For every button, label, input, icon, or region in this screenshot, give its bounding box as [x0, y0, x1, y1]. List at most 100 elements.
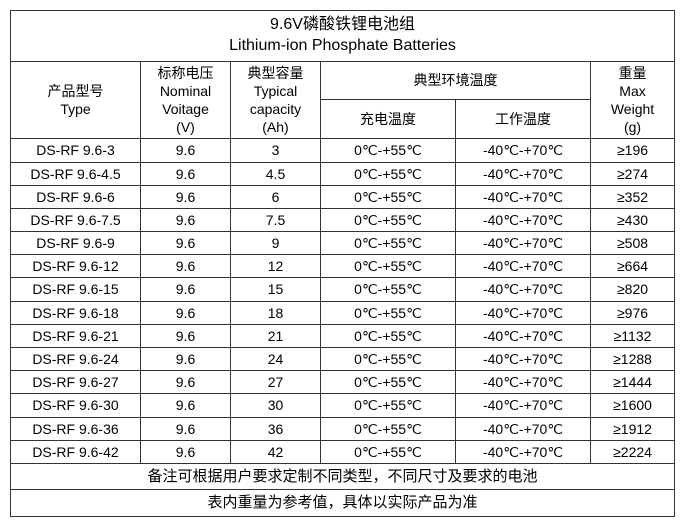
cell-w: ≥1600 — [591, 394, 675, 417]
cell-type: DS-RF 9.6-15 — [11, 278, 141, 301]
cell-v: 9.6 — [141, 185, 231, 208]
cell-ah: 7.5 — [231, 208, 321, 231]
cell-v: 9.6 — [141, 208, 231, 231]
hdr-type-en: Type — [60, 101, 90, 117]
table-row: DS-RF 9.6-69.660℃-+55℃-40℃-+70℃≥352 — [11, 185, 675, 208]
hdr-weight-unit: (g) — [624, 119, 641, 135]
cell-type: DS-RF 9.6-12 — [11, 255, 141, 278]
hdr-cap-en1: Typical — [254, 83, 298, 99]
cell-ct: 0℃-+55℃ — [321, 394, 456, 417]
cell-ct: 0℃-+55℃ — [321, 348, 456, 371]
cell-w: ≥196 — [591, 139, 675, 162]
table-row: DS-RF 9.6-249.6240℃-+55℃-40℃-+70℃≥1288 — [11, 348, 675, 371]
hdr-cap-unit: (Ah) — [262, 119, 288, 135]
cell-ct: 0℃-+55℃ — [321, 417, 456, 440]
cell-ct: 0℃-+55℃ — [321, 208, 456, 231]
hdr-work-temp: 工作温度 — [456, 100, 591, 139]
cell-type: DS-RF 9.6-3 — [11, 139, 141, 162]
cell-ct: 0℃-+55℃ — [321, 255, 456, 278]
cell-wt: -40℃-+70℃ — [456, 440, 591, 463]
table-row: DS-RF 9.6-309.6300℃-+55℃-40℃-+70℃≥1600 — [11, 394, 675, 417]
cell-v: 9.6 — [141, 371, 231, 394]
cell-ct: 0℃-+55℃ — [321, 440, 456, 463]
cell-w: ≥1132 — [591, 324, 675, 347]
hdr-volt-en1: Nominal — [160, 83, 211, 99]
table-row: DS-RF 9.6-39.630℃-+55℃-40℃-+70℃≥196 — [11, 139, 675, 162]
cell-ah: 4.5 — [231, 162, 321, 185]
cell-v: 9.6 — [141, 139, 231, 162]
hdr-weight-en1: Max — [619, 83, 645, 99]
cell-ah: 6 — [231, 185, 321, 208]
hdr-volt-zh: 标称电压 — [158, 65, 214, 81]
cell-ah: 3 — [231, 139, 321, 162]
cell-v: 9.6 — [141, 417, 231, 440]
cell-w: ≥430 — [591, 208, 675, 231]
cell-ah: 18 — [231, 301, 321, 324]
cell-ct: 0℃-+55℃ — [321, 371, 456, 394]
title-row: 9.6V磷酸铁锂电池组 Lithium-ion Phosphate Batter… — [11, 11, 675, 62]
cell-type: DS-RF 9.6-21 — [11, 324, 141, 347]
cell-w: ≥508 — [591, 232, 675, 255]
cell-w: ≥2224 — [591, 440, 675, 463]
cell-wt: -40℃-+70℃ — [456, 278, 591, 301]
cell-ct: 0℃-+55℃ — [321, 301, 456, 324]
cell-w: ≥820 — [591, 278, 675, 301]
hdr-cap-en2: capacity — [250, 101, 301, 117]
cell-w: ≥352 — [591, 185, 675, 208]
cell-v: 9.6 — [141, 324, 231, 347]
cell-type: DS-RF 9.6-9 — [11, 232, 141, 255]
cell-type: DS-RF 9.6-7.5 — [11, 208, 141, 231]
cell-ah: 24 — [231, 348, 321, 371]
header-row-1: 产品型号 Type 标称电压 Nominal Voitage (V) 典型容量 … — [11, 61, 675, 100]
cell-wt: -40℃-+70℃ — [456, 301, 591, 324]
table-row: DS-RF 9.6-429.6420℃-+55℃-40℃-+70℃≥2224 — [11, 440, 675, 463]
cell-w: ≥1912 — [591, 417, 675, 440]
cell-ct: 0℃-+55℃ — [321, 278, 456, 301]
cell-wt: -40℃-+70℃ — [456, 185, 591, 208]
cell-type: DS-RF 9.6-4.5 — [11, 162, 141, 185]
cell-v: 9.6 — [141, 440, 231, 463]
cell-v: 9.6 — [141, 162, 231, 185]
cell-wt: -40℃-+70℃ — [456, 255, 591, 278]
hdr-cap-zh: 典型容量 — [248, 65, 304, 81]
hdr-weight-zh: 重量 — [619, 65, 647, 81]
hdr-weight-en2: Weight — [611, 101, 654, 117]
table-row: DS-RF 9.6-369.6360℃-+55℃-40℃-+70℃≥1912 — [11, 417, 675, 440]
cell-ah: 42 — [231, 440, 321, 463]
cell-ah: 12 — [231, 255, 321, 278]
cell-w: ≥664 — [591, 255, 675, 278]
title-en: Lithium-ion Phosphate Batteries — [229, 37, 456, 54]
cell-v: 9.6 — [141, 394, 231, 417]
cell-v: 9.6 — [141, 232, 231, 255]
cell-v: 9.6 — [141, 348, 231, 371]
cell-type: DS-RF 9.6-30 — [11, 394, 141, 417]
cell-ah: 21 — [231, 324, 321, 347]
cell-wt: -40℃-+70℃ — [456, 324, 591, 347]
title-zh: 9.6V磷酸铁锂电池组 — [270, 16, 415, 33]
cell-type: DS-RF 9.6-42 — [11, 440, 141, 463]
cell-ah: 15 — [231, 278, 321, 301]
table-row: DS-RF 9.6-279.6270℃-+55℃-40℃-+70℃≥1444 — [11, 371, 675, 394]
cell-type: DS-RF 9.6-27 — [11, 371, 141, 394]
cell-type: DS-RF 9.6-18 — [11, 301, 141, 324]
table-row: DS-RF 9.6-7.59.67.50℃-+55℃-40℃-+70℃≥430 — [11, 208, 675, 231]
cell-wt: -40℃-+70℃ — [456, 417, 591, 440]
cell-type: DS-RF 9.6-6 — [11, 185, 141, 208]
cell-ah: 9 — [231, 232, 321, 255]
cell-wt: -40℃-+70℃ — [456, 394, 591, 417]
hdr-volt-unit: (V) — [176, 119, 195, 135]
cell-v: 9.6 — [141, 278, 231, 301]
table-row: DS-RF 9.6-4.59.64.50℃-+55℃-40℃-+70℃≥274 — [11, 162, 675, 185]
cell-ah: 36 — [231, 417, 321, 440]
table-row: DS-RF 9.6-159.6150℃-+55℃-40℃-+70℃≥820 — [11, 278, 675, 301]
cell-w: ≥976 — [591, 301, 675, 324]
table-row: DS-RF 9.6-219.6210℃-+55℃-40℃-+70℃≥1132 — [11, 324, 675, 347]
cell-wt: -40℃-+70℃ — [456, 208, 591, 231]
cell-ct: 0℃-+55℃ — [321, 185, 456, 208]
footer-row-2: 表内重量为参考值，具体以实际产品为准 — [11, 490, 675, 517]
footer-text-2: 表内重量为参考值，具体以实际产品为准 — [11, 490, 675, 517]
cell-wt: -40℃-+70℃ — [456, 371, 591, 394]
cell-ct: 0℃-+55℃ — [321, 162, 456, 185]
hdr-volt-en2: Voitage — [162, 101, 209, 117]
cell-ct: 0℃-+55℃ — [321, 324, 456, 347]
